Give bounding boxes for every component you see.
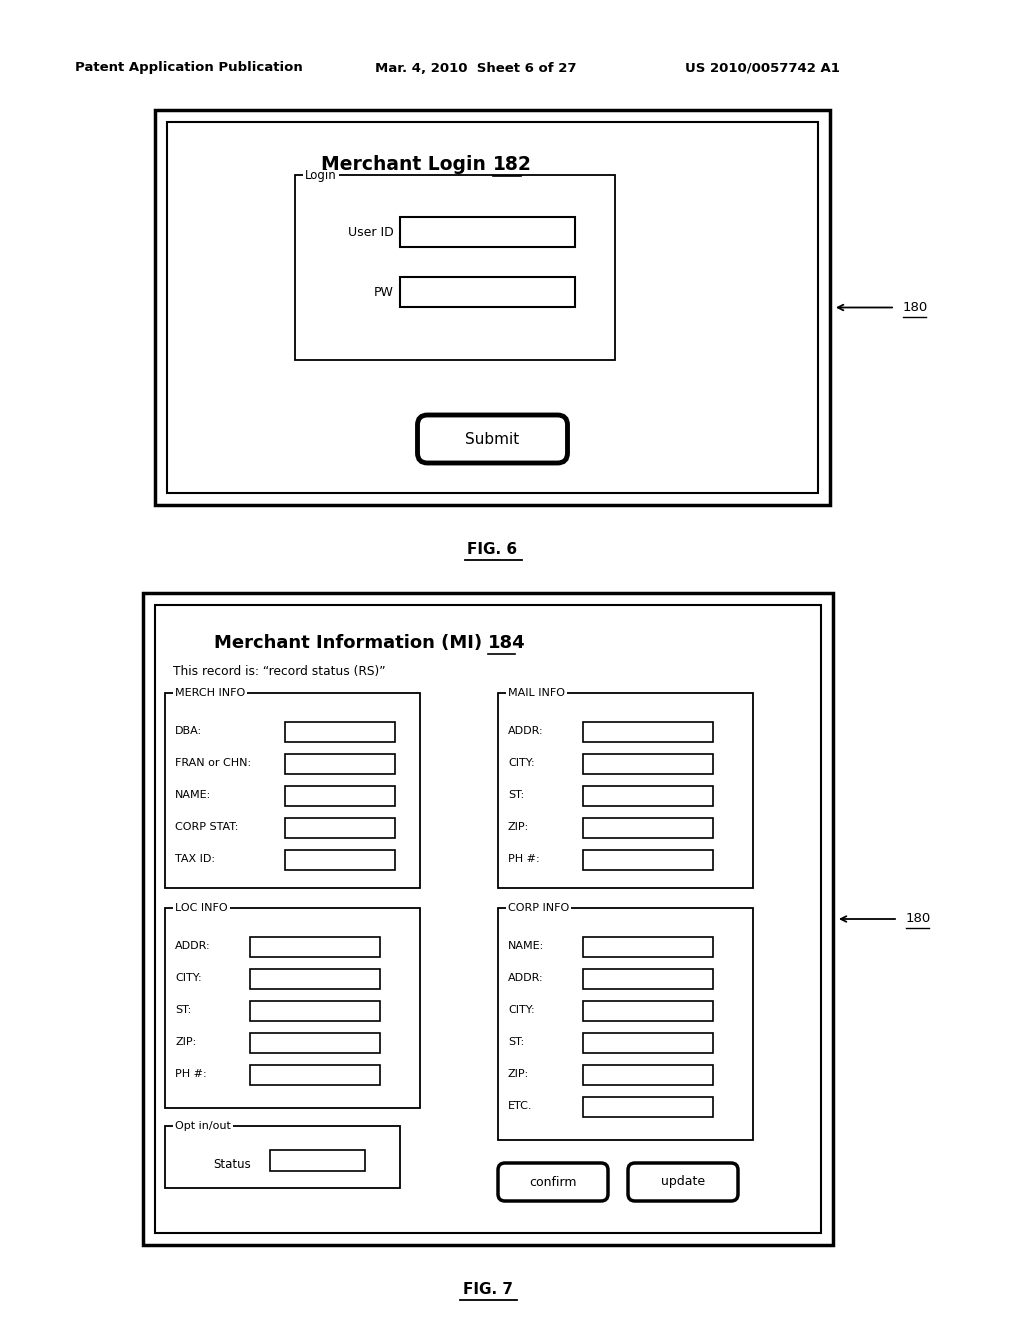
- Bar: [250, 1001, 380, 1020]
- Text: 182: 182: [493, 156, 531, 174]
- Text: Login: Login: [305, 169, 337, 181]
- Bar: [167, 121, 818, 492]
- Text: ZIP:: ZIP:: [508, 1069, 529, 1078]
- Bar: [583, 1034, 713, 1053]
- Bar: [250, 1065, 380, 1085]
- Text: ST:: ST:: [508, 789, 524, 800]
- Text: CITY:: CITY:: [508, 758, 535, 768]
- Text: PH #:: PH #:: [175, 1069, 207, 1078]
- Text: ST:: ST:: [508, 1038, 524, 1047]
- Bar: [583, 1001, 713, 1020]
- Text: confirm: confirm: [529, 1176, 577, 1188]
- Bar: [583, 1065, 713, 1085]
- Bar: [250, 937, 380, 957]
- Text: MAIL INFO: MAIL INFO: [508, 688, 565, 698]
- Bar: [285, 850, 395, 870]
- Text: Merchant Information (MI): Merchant Information (MI): [214, 634, 488, 652]
- Bar: [285, 754, 395, 774]
- Text: Mar. 4, 2010  Sheet 6 of 27: Mar. 4, 2010 Sheet 6 of 27: [375, 62, 577, 74]
- Text: Status: Status: [213, 1158, 251, 1171]
- Text: LOC INFO: LOC INFO: [175, 903, 227, 913]
- Bar: [295, 176, 615, 360]
- Text: ZIP:: ZIP:: [175, 1038, 197, 1047]
- Text: ETC.: ETC.: [508, 1101, 532, 1111]
- Bar: [155, 605, 821, 1233]
- Text: PH #:: PH #:: [508, 854, 540, 865]
- Bar: [165, 1126, 400, 1188]
- Text: FIG. 7: FIG. 7: [463, 1283, 513, 1298]
- Text: NAME:: NAME:: [508, 941, 544, 950]
- Text: TAX ID:: TAX ID:: [175, 854, 215, 865]
- Bar: [165, 908, 420, 1107]
- Text: CORP STAT:: CORP STAT:: [175, 822, 239, 832]
- Text: ADDR:: ADDR:: [508, 973, 544, 983]
- Bar: [583, 969, 713, 989]
- Bar: [250, 969, 380, 989]
- Text: ADDR:: ADDR:: [508, 726, 544, 737]
- Bar: [165, 693, 420, 888]
- Text: 180: 180: [906, 912, 931, 925]
- Text: 180: 180: [903, 301, 928, 314]
- Bar: [583, 722, 713, 742]
- Bar: [400, 277, 575, 308]
- Text: Opt in/out: Opt in/out: [175, 1121, 230, 1131]
- Text: FIG. 6: FIG. 6: [467, 543, 517, 557]
- Text: User ID: User ID: [348, 226, 394, 239]
- Bar: [583, 818, 713, 838]
- Text: FRAN or CHN:: FRAN or CHN:: [175, 758, 251, 768]
- Text: ZIP:: ZIP:: [508, 822, 529, 832]
- Text: PW: PW: [374, 285, 394, 298]
- Text: Submit: Submit: [465, 432, 519, 446]
- Text: MERCH INFO: MERCH INFO: [175, 688, 246, 698]
- Bar: [583, 1097, 713, 1117]
- Text: ST:: ST:: [175, 1005, 191, 1015]
- FancyBboxPatch shape: [628, 1163, 738, 1201]
- Text: DBA:: DBA:: [175, 726, 202, 737]
- FancyBboxPatch shape: [418, 414, 567, 463]
- Bar: [143, 593, 833, 1245]
- Bar: [270, 1150, 365, 1171]
- Bar: [583, 937, 713, 957]
- Text: CITY:: CITY:: [175, 973, 202, 983]
- Text: CITY:: CITY:: [508, 1005, 535, 1015]
- Bar: [400, 216, 575, 247]
- Bar: [498, 908, 753, 1140]
- Text: update: update: [660, 1176, 706, 1188]
- Text: Patent Application Publication: Patent Application Publication: [75, 62, 303, 74]
- Text: ADDR:: ADDR:: [175, 941, 211, 950]
- Bar: [155, 110, 830, 506]
- Bar: [285, 818, 395, 838]
- Text: This record is: “record status (RS)”: This record is: “record status (RS)”: [173, 664, 386, 677]
- Text: CORP INFO: CORP INFO: [508, 903, 569, 913]
- Text: 184: 184: [488, 634, 525, 652]
- Bar: [285, 785, 395, 807]
- FancyBboxPatch shape: [498, 1163, 608, 1201]
- Bar: [285, 722, 395, 742]
- Text: US 2010/0057742 A1: US 2010/0057742 A1: [685, 62, 840, 74]
- Bar: [583, 785, 713, 807]
- Bar: [583, 754, 713, 774]
- Text: NAME:: NAME:: [175, 789, 211, 800]
- Bar: [498, 693, 753, 888]
- Text: Merchant Login: Merchant Login: [322, 156, 493, 174]
- Bar: [583, 850, 713, 870]
- Bar: [250, 1034, 380, 1053]
